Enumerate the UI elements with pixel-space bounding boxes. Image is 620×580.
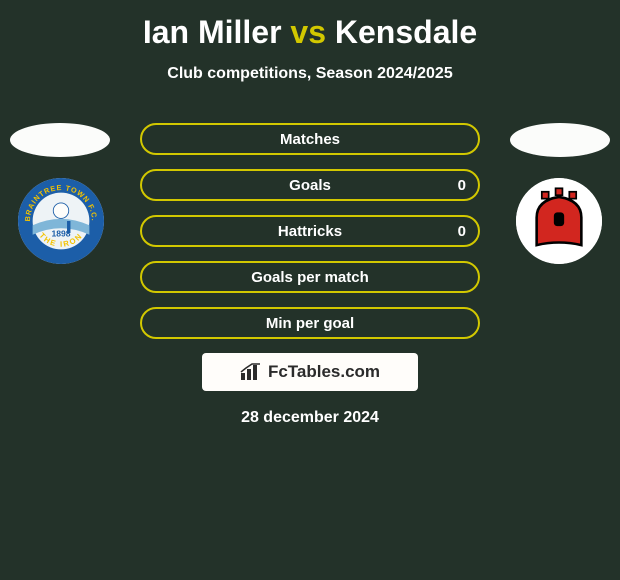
stat-row-goals: Goals 0 (140, 169, 480, 201)
right-oval (510, 123, 610, 157)
stat-row-min-per-goal: Min per goal (140, 307, 480, 339)
stat-row-matches: Matches (140, 123, 480, 155)
stats-rows: Matches Goals 0 Hattricks 0 Goals per ma… (140, 123, 480, 427)
fctables-logo: FcTables.com (240, 362, 380, 382)
stat-right-value: 0 (458, 177, 466, 194)
page-title: Ian Miller vs Kensdale (0, 0, 620, 51)
fctables-text: FcTables.com (268, 362, 380, 382)
kensdale-crest-icon (516, 178, 602, 264)
stat-row-goals-per-match: Goals per match (140, 261, 480, 293)
stat-label: Hattricks (278, 223, 342, 240)
player-left: Ian Miller (143, 14, 282, 50)
bars-icon (240, 363, 262, 381)
crest-left: 1898 BRAINTREE TOWN F.C. THE IRON (18, 178, 104, 264)
crest-right (516, 178, 602, 264)
stat-label: Goals (289, 177, 331, 194)
stat-label: Min per goal (266, 315, 354, 332)
stat-label: Goals per match (251, 269, 369, 286)
braintree-crest-icon: 1898 BRAINTREE TOWN F.C. THE IRON (18, 178, 104, 264)
fctables-logo-box: FcTables.com (202, 353, 418, 391)
stat-row-hattricks: Hattricks 0 (140, 215, 480, 247)
date-text: 28 december 2024 (140, 409, 480, 427)
vs-text: vs (290, 14, 326, 50)
stat-label: Matches (280, 131, 340, 148)
crest-year: 1898 (51, 228, 70, 238)
left-oval (10, 123, 110, 157)
player-right: Kensdale (335, 14, 477, 50)
stat-right-value: 0 (458, 223, 466, 240)
subtitle: Club competitions, Season 2024/2025 (0, 65, 620, 83)
